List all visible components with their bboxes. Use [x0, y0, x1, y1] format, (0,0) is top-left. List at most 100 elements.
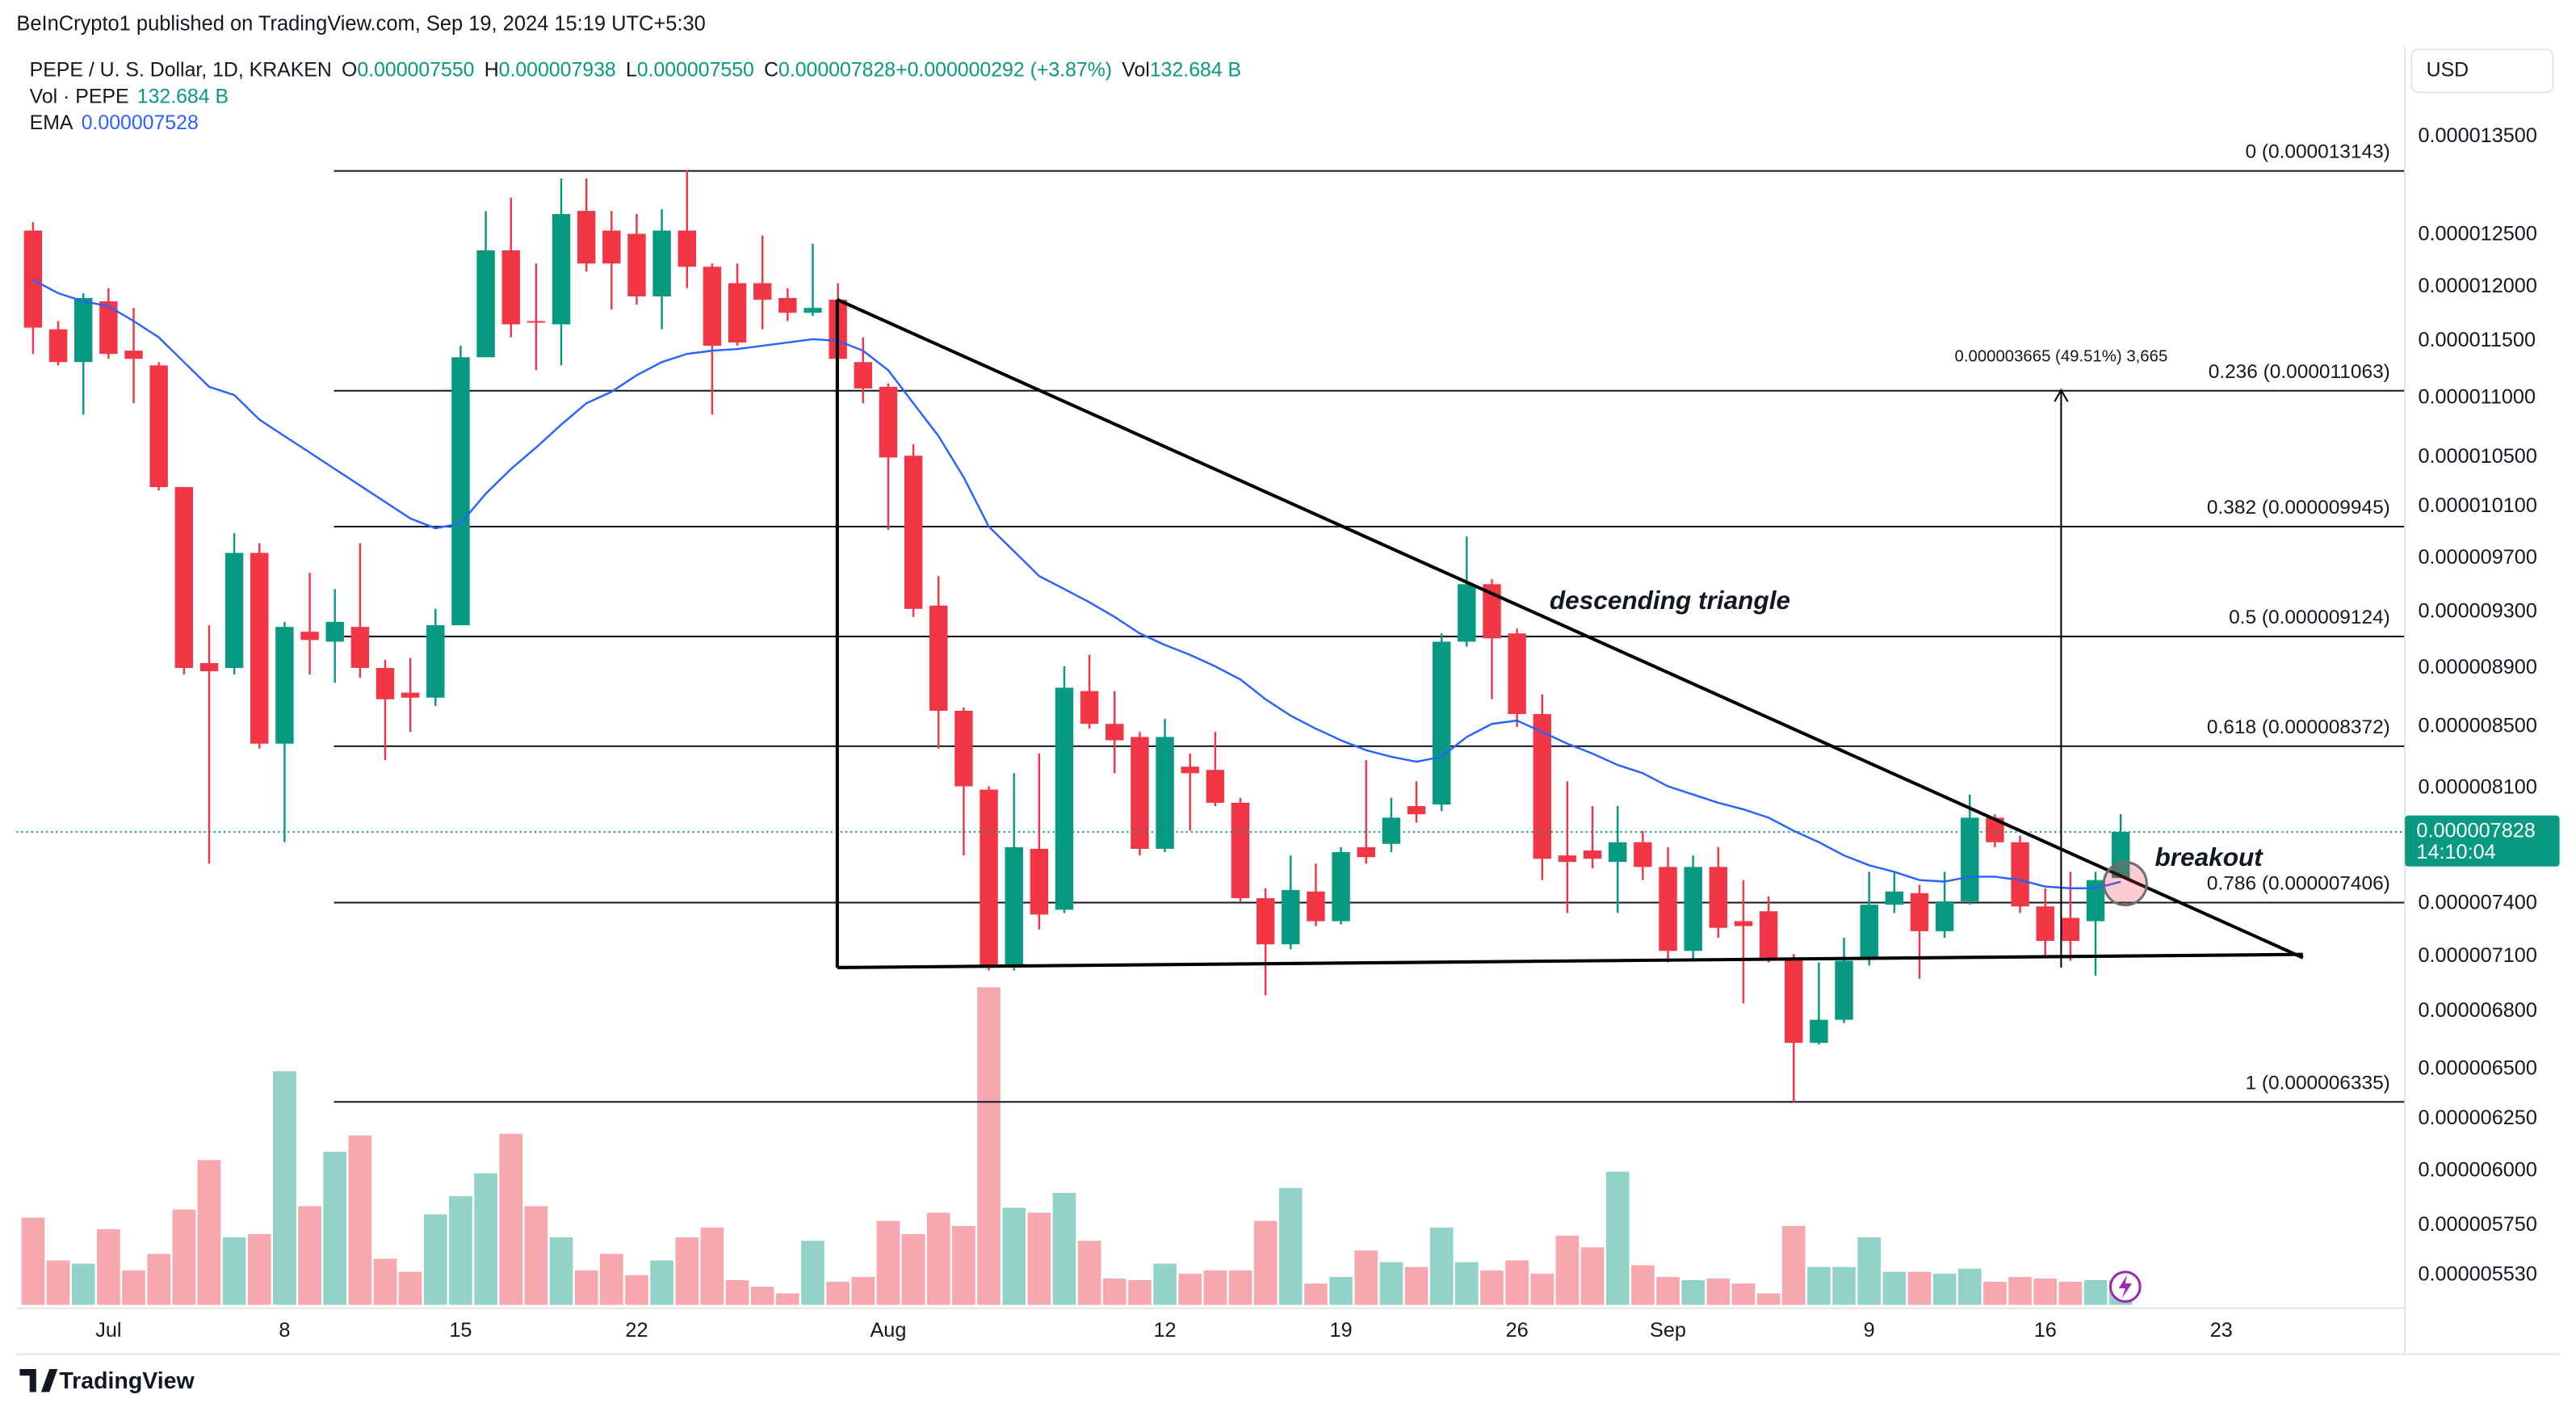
candle-body	[954, 711, 973, 787]
volume-bar	[1756, 1293, 1781, 1305]
fib-label: 0 (0.000013143)	[2245, 141, 2389, 163]
volume-bar	[1304, 1283, 1328, 1305]
volume-bar	[21, 1217, 45, 1305]
candle-body	[1709, 867, 1728, 928]
candle-body	[728, 283, 747, 343]
x-tick-label: 26	[1506, 1319, 1529, 1342]
volume-bar	[901, 1233, 925, 1305]
y-tick-label: 0.000008900	[2418, 656, 2536, 678]
y-tick-label: 0.000012500	[2418, 223, 2536, 246]
legend-value: +0.000000292 (+3.87%)	[896, 59, 1112, 81]
volume-bar	[449, 1195, 472, 1305]
volume-bar	[625, 1275, 648, 1305]
y-tick-label: 0.000011500	[2418, 329, 2536, 351]
candle-body	[1458, 584, 1476, 642]
candle-body	[1156, 737, 1174, 849]
trendline-upper	[837, 298, 2304, 960]
volume-bar	[1656, 1276, 1680, 1305]
pattern-label: descending triangle	[1550, 586, 1790, 615]
candle-body	[300, 632, 319, 640]
currency-button[interactable]	[2410, 48, 2554, 94]
x-tick-label: Aug	[870, 1319, 906, 1342]
y-tick-label: 0.000005530	[2418, 1263, 2536, 1286]
candle-body	[174, 487, 194, 668]
x-tick-label: 19	[1330, 1319, 1353, 1342]
volume-bar	[750, 1287, 774, 1305]
legend-value: 0.000007528	[82, 112, 199, 134]
legend-key: H	[485, 59, 499, 81]
volume-bar	[851, 1276, 875, 1305]
volume-bar	[97, 1228, 120, 1305]
volume-bar	[423, 1214, 447, 1305]
volume-bar	[323, 1151, 347, 1305]
legend-key: L	[626, 59, 637, 81]
fib-label: 0.236 (0.000011063)	[2209, 361, 2390, 383]
volume-bar	[71, 1263, 95, 1305]
candle-body	[527, 321, 546, 323]
volume-bar	[474, 1173, 497, 1305]
volume-bar	[725, 1279, 749, 1305]
volume-bar	[1631, 1265, 1655, 1305]
candle-body	[1533, 714, 1551, 859]
candle-body	[1785, 957, 1803, 1044]
legend-value: 0.000007938	[499, 59, 616, 81]
volume-bar	[147, 1254, 170, 1305]
candle-body	[1961, 817, 1979, 902]
volume-bar	[1077, 1241, 1101, 1305]
candle-body	[627, 233, 646, 296]
y-tick-label: 0.000008100	[2418, 776, 2536, 799]
candle-body	[23, 230, 43, 328]
y-tick-label: 0.000010500	[2418, 445, 2536, 468]
volume-bar	[675, 1237, 699, 1305]
volume-bar	[1455, 1262, 1479, 1305]
volume-bar	[1731, 1283, 1756, 1305]
candle-body	[2061, 918, 2080, 941]
candle-body	[1256, 897, 1275, 945]
volume-bar	[373, 1258, 397, 1305]
breakout-marker	[2102, 861, 2148, 907]
y-tick-label: 0.000007100	[2418, 944, 2536, 967]
legend-key: C	[764, 59, 778, 81]
y-tick-label: 0.000010100	[2418, 494, 2536, 517]
volume-bar	[122, 1270, 145, 1305]
volume-bar	[1957, 1268, 1982, 1305]
volume-bar	[2083, 1279, 2108, 1305]
candle-body	[1332, 852, 1350, 922]
candle-body	[1206, 770, 1225, 803]
brand-logo	[19, 1368, 58, 1392]
legend-name: EMA	[30, 112, 73, 134]
breakout-label: breakout	[2155, 842, 2264, 872]
currency-label[interactable]: USD	[2427, 59, 2469, 81]
x-tick-label: 8	[279, 1319, 290, 1342]
volume-bar	[876, 1220, 900, 1305]
symbol: PEPE / U. S. Dollar, 1D, KRAKEN	[30, 59, 332, 81]
volume-bar	[1807, 1266, 1831, 1305]
candle-body	[678, 230, 696, 267]
legend-value: 0.000007828	[778, 59, 896, 81]
volume-bar	[348, 1135, 372, 1305]
candle-body	[1005, 846, 1023, 968]
candle-body	[1282, 889, 1300, 945]
candle-body	[48, 329, 68, 363]
volume-bar	[172, 1209, 196, 1305]
volume-bar	[776, 1293, 799, 1305]
volume-bar	[1505, 1260, 1529, 1305]
volume-bar	[499, 1133, 523, 1305]
candle-body	[703, 267, 722, 346]
fib-label: 1 (0.000006335)	[2245, 1072, 2389, 1094]
candle-body	[803, 308, 822, 313]
candle-body	[1307, 891, 1325, 922]
candle-body	[1105, 724, 1124, 741]
candle-body	[879, 386, 898, 458]
volume-bar	[1253, 1220, 1278, 1305]
volume-bar	[398, 1271, 422, 1305]
candle-body	[1407, 806, 1426, 815]
volume-bar	[2058, 1282, 2083, 1305]
candle-body	[1910, 892, 1929, 931]
x-tick-label: 16	[2034, 1319, 2057, 1342]
candle-body	[1508, 633, 1526, 715]
volume-bar	[1203, 1270, 1227, 1305]
candle-body	[1860, 905, 1878, 960]
candle-body	[2036, 906, 2054, 941]
